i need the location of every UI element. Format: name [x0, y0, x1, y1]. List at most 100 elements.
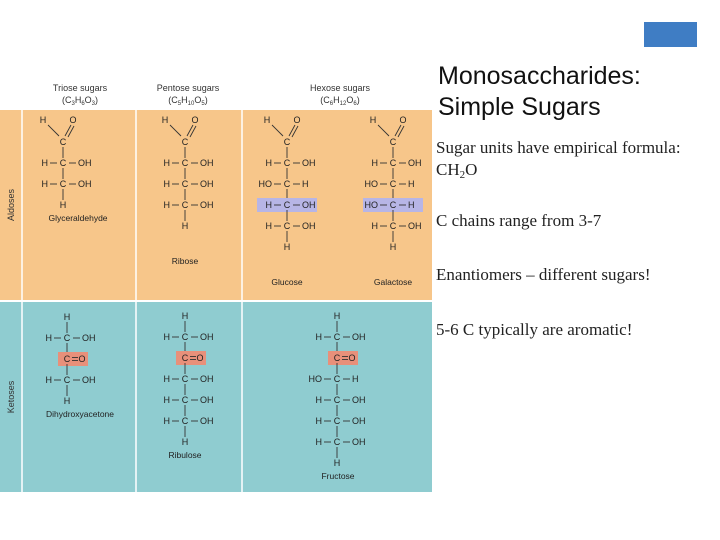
atom-label: H [182, 437, 189, 447]
bond-line [397, 125, 405, 138]
atom-label: H [182, 311, 189, 321]
atom-label: C [334, 416, 341, 426]
title-line-1: Monosaccharides: [438, 62, 641, 90]
atom-label: C [182, 158, 189, 168]
bullet-chain-range: C chains range from 3-7 [436, 211, 602, 230]
atom-label: OH [408, 158, 422, 168]
bond-line [271, 124, 284, 137]
atom-label: C [334, 395, 341, 405]
bond-line [394, 124, 402, 137]
carbonyl-highlight [328, 351, 358, 365]
atom-label: OH [82, 333, 96, 343]
aldoses-band [0, 110, 432, 300]
atom-label: C [284, 221, 291, 231]
atom-label: H [164, 416, 171, 426]
atom-label: C [284, 158, 291, 168]
atom-label: C [182, 179, 189, 189]
formula-pentose: (C5H10O5) [168, 95, 207, 107]
atom-label: H [164, 179, 171, 189]
atom-label: C [182, 395, 189, 405]
name-fructose: Fructose [321, 471, 354, 481]
atom-label: OH [302, 158, 316, 168]
atom-label: C [182, 374, 189, 384]
atom-label: OH [200, 158, 214, 168]
atom-label: H [182, 221, 189, 231]
header-pentose: Pentose sugars [157, 83, 220, 93]
formula-subscript: 2 [459, 169, 466, 181]
atom-label: H [46, 333, 53, 343]
atom-label: C [284, 200, 291, 210]
bond-line [67, 125, 75, 138]
atom-label: H [46, 375, 53, 385]
bullet-text: Sugar units have empirical formula: [436, 138, 681, 157]
atom-label: C [182, 332, 189, 342]
bond-line [377, 124, 390, 137]
formula-triose: (C3H6O3) [62, 95, 98, 107]
atom-label: H [408, 200, 415, 210]
atom-label: C [182, 353, 189, 363]
atom-label: H [334, 311, 341, 321]
atom-label: C [390, 179, 397, 189]
atom-label: H [316, 395, 323, 405]
atom-label: C [334, 353, 341, 363]
atom-label: H [316, 332, 323, 342]
atom-label: O [191, 115, 198, 125]
atom-label: H [370, 115, 377, 125]
atom-label: C [182, 200, 189, 210]
atom-label: OH [78, 158, 92, 168]
bond-line [169, 124, 182, 137]
atom-label: H [164, 395, 171, 405]
atom-label: H [164, 158, 171, 168]
atom-label: H [64, 312, 71, 322]
atom-label: H [266, 158, 273, 168]
name-glyceraldehyde: Glyceraldehyde [48, 213, 107, 223]
atom-label: C [334, 437, 341, 447]
atom-label: H [302, 179, 309, 189]
atom-label: H [266, 200, 273, 210]
atom-label: H [316, 437, 323, 447]
row-label-ketoses: Ketoses [6, 380, 16, 413]
carbonyl-highlight [58, 352, 88, 366]
atom-label: C [334, 332, 341, 342]
atom-label: H [42, 179, 49, 189]
header-triose: Triose sugars [53, 83, 108, 93]
name-ribulose: Ribulose [168, 450, 201, 460]
atom-label: H [284, 242, 291, 252]
atom-label: H [42, 158, 49, 168]
bond-line [288, 124, 296, 137]
atom-label: OH [200, 179, 214, 189]
name-glucose: Glucose [271, 277, 302, 287]
atom-label: OH [352, 416, 366, 426]
bond-line [64, 124, 72, 137]
name-ribose: Ribose [172, 256, 199, 266]
atom-label: H [164, 200, 171, 210]
formula-hexose: (C6H12O6) [320, 95, 359, 107]
slide-title: Monosaccharides: Simple Sugars [438, 61, 718, 123]
bullet-empirical-formula: Sugar units have empirical formula: CH2O [436, 137, 681, 186]
atom-label: H [316, 416, 323, 426]
highlight-box [363, 198, 423, 212]
atom-label: H [162, 115, 169, 125]
atom-label: O [348, 353, 355, 363]
atom-label: H [64, 396, 71, 406]
atom-label: O [69, 115, 76, 125]
atom-label: OH [352, 332, 366, 342]
atom-label: O [196, 353, 203, 363]
empirical-formula: CH2O [436, 159, 681, 186]
atom-label: C [182, 137, 189, 147]
atom-label: O [399, 115, 406, 125]
atom-label: H [264, 115, 271, 125]
atom-label: C [60, 158, 67, 168]
bond-line [189, 125, 197, 138]
bond-line [186, 124, 194, 137]
atom-label: H [390, 242, 397, 252]
atom-label: OH [200, 416, 214, 426]
atom-label: O [293, 115, 300, 125]
atom-label: OH [302, 200, 316, 210]
atom-label: H [266, 221, 273, 231]
row-label-aldoses: Aldoses [6, 188, 16, 221]
bond-line [291, 125, 299, 138]
atom-label: H [164, 332, 171, 342]
carbonyl-highlight [176, 351, 206, 365]
